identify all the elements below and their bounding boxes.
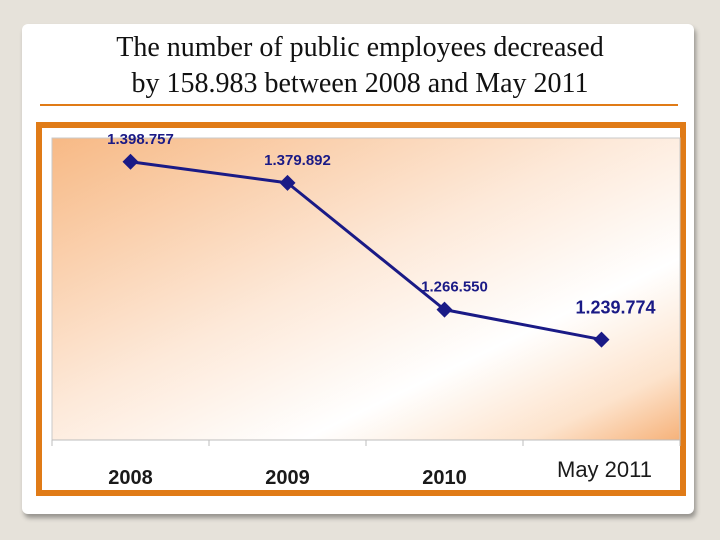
title-line-1: The number of public employees decreased bbox=[116, 32, 604, 63]
title-line-2: by 158.983 between 2008 and May 2011 bbox=[131, 68, 589, 99]
series-line bbox=[130, 160, 602, 342]
data-label: 1.239.774 bbox=[575, 298, 655, 318]
data-point-marker bbox=[436, 301, 453, 318]
x-tick-label: 2008 bbox=[108, 467, 153, 489]
slide-title: The number of public employees decreased… bbox=[40, 30, 680, 102]
x-tick-label: 2010 bbox=[422, 467, 467, 489]
data-label: 1.266.550 bbox=[421, 279, 488, 296]
x-tick-label: 2009 bbox=[265, 467, 310, 489]
data-point-marker bbox=[122, 153, 139, 170]
title-divider bbox=[40, 104, 678, 106]
plot-area bbox=[51, 137, 681, 441]
data-label: 1.379.892 bbox=[264, 152, 331, 169]
data-point-marker bbox=[593, 331, 610, 348]
x-tick-label: May 2011 bbox=[557, 457, 652, 482]
data-label: 1.398.757 bbox=[107, 131, 174, 148]
data-point-marker bbox=[279, 174, 296, 191]
